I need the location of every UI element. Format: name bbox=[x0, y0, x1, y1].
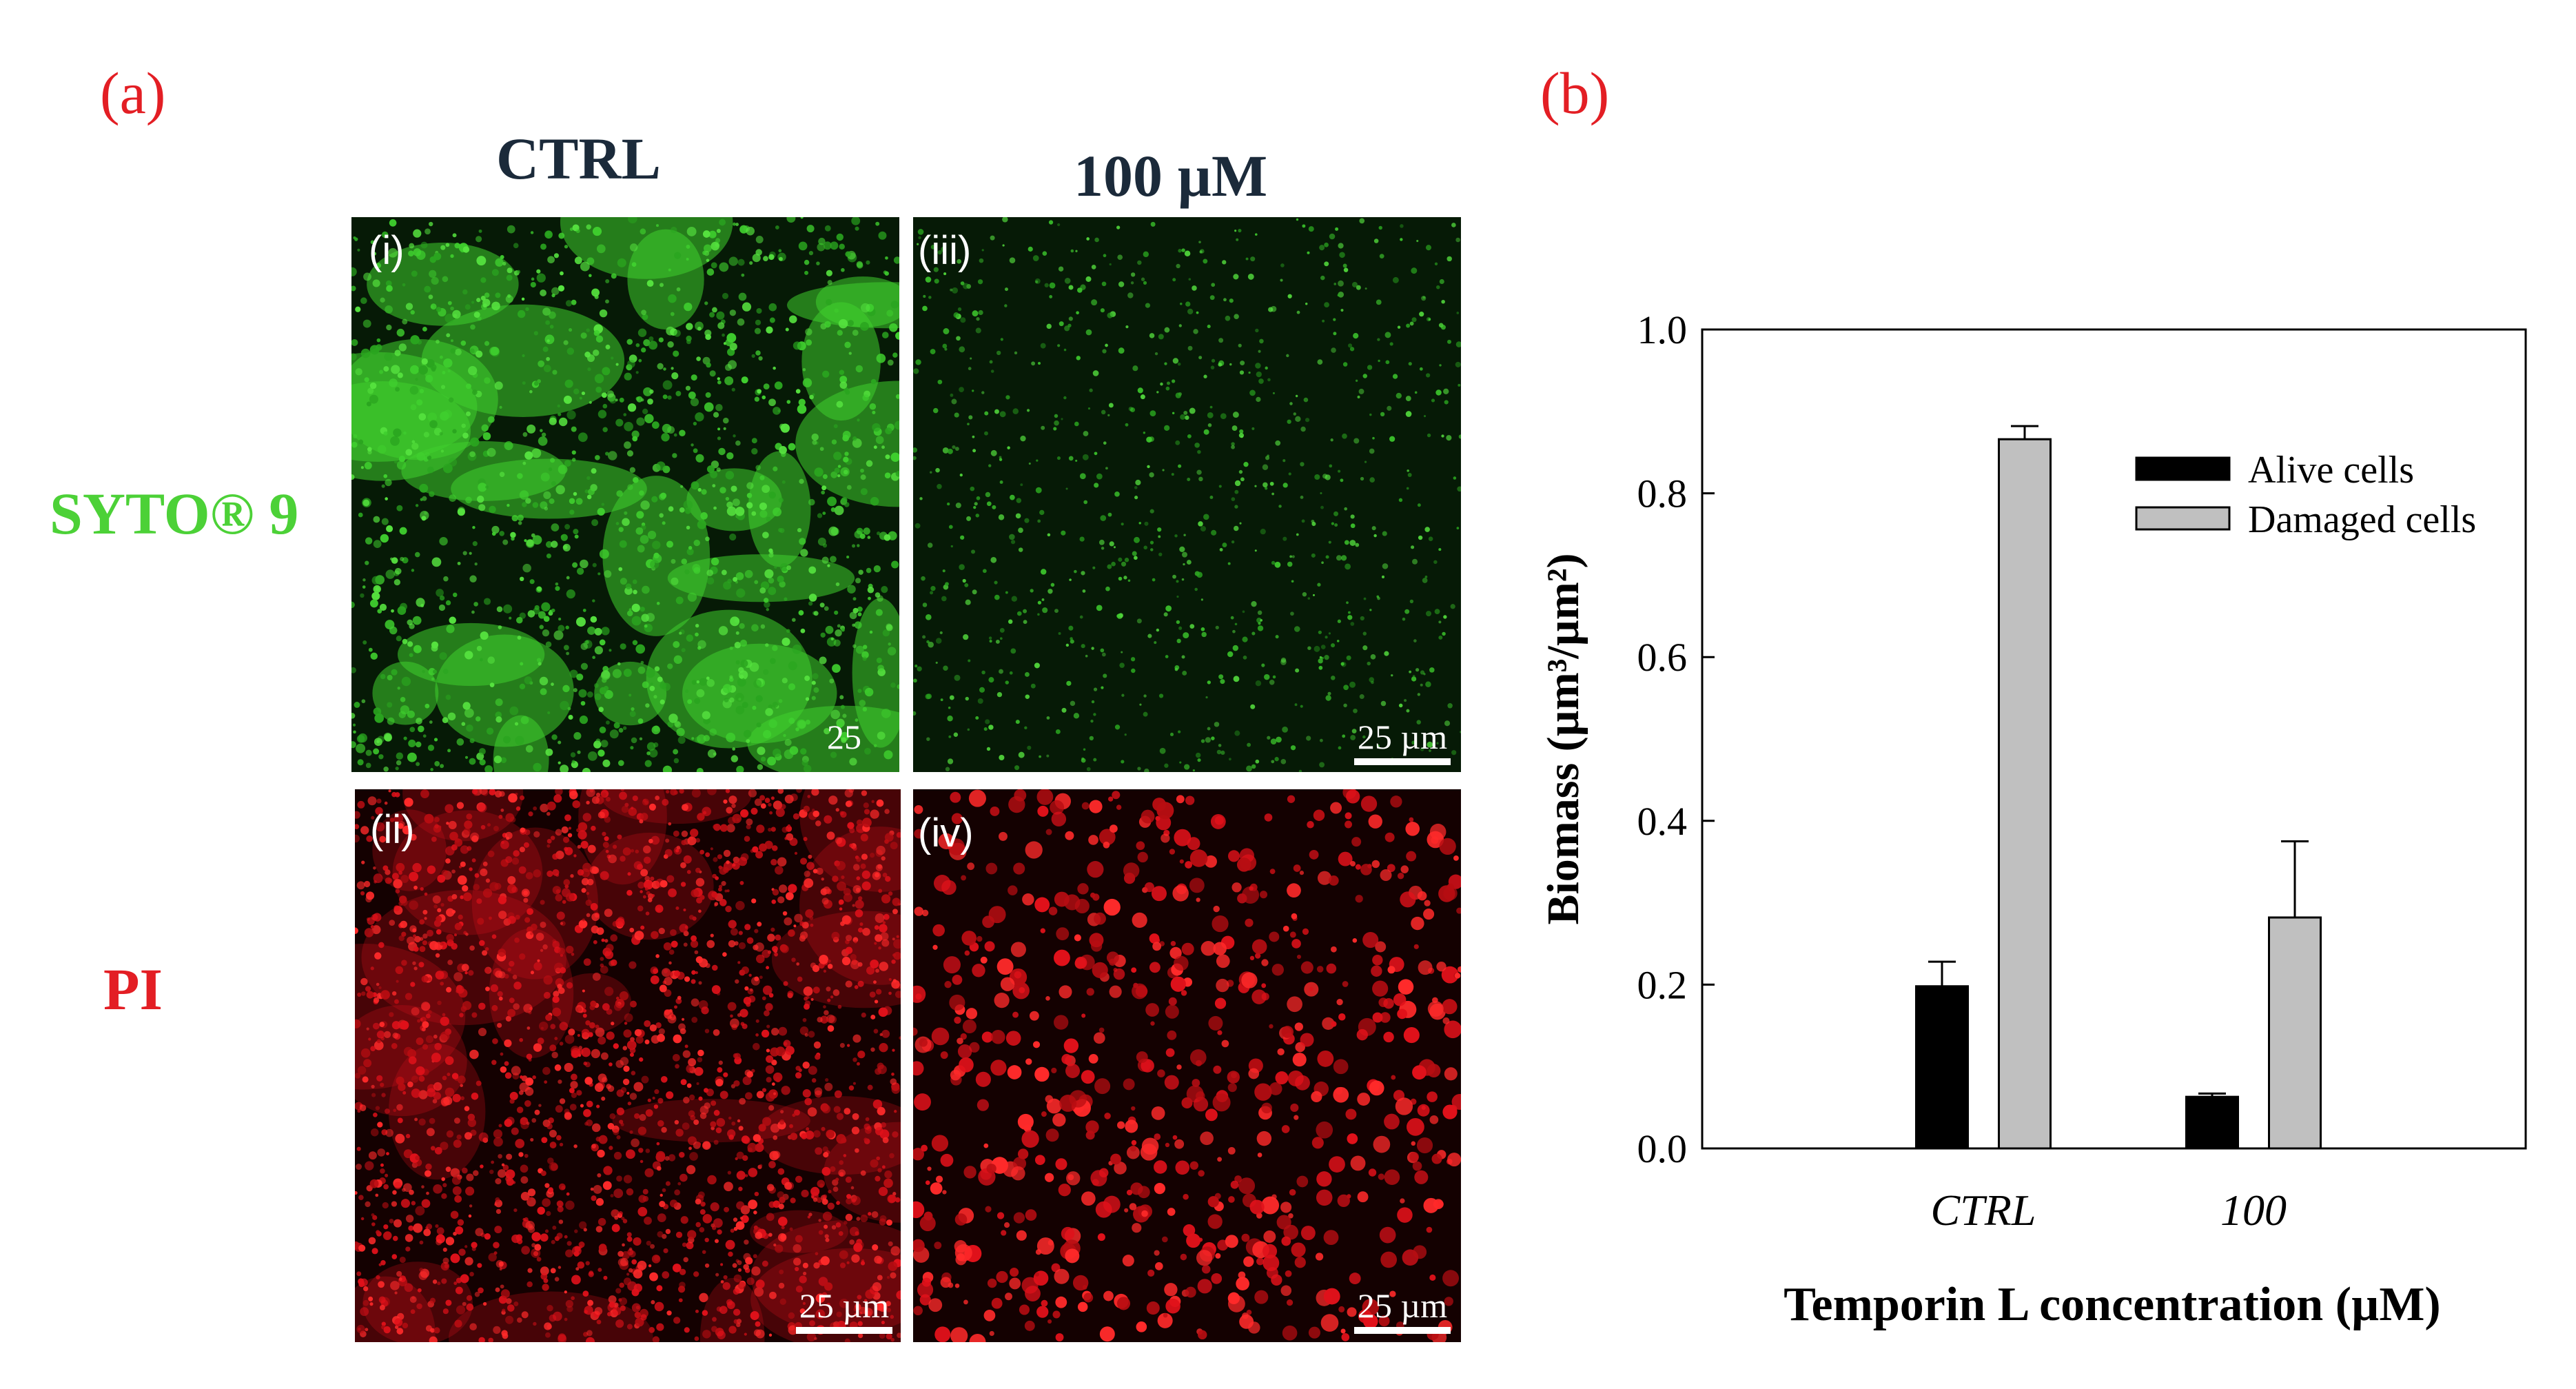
x-tick-label: 100 bbox=[2220, 1186, 2287, 1235]
legend-label: Alive cells bbox=[2248, 449, 2414, 491]
column-label-ctrl: CTRL bbox=[496, 125, 661, 192]
scale-bar: 25 µm bbox=[1354, 1286, 1451, 1334]
y-axis-ticks: 0.0 0.2 0.4 0.6 0.8 1.0 bbox=[1637, 307, 1715, 1171]
panel-a-label: (a) bbox=[100, 60, 166, 126]
y-tick-label: 1.0 bbox=[1637, 307, 1688, 352]
scale-bar-line bbox=[796, 1327, 892, 1334]
micrograph-pi-100um: (iv) 25 µm bbox=[913, 789, 1461, 1342]
bar-alive-ctrl bbox=[1915, 985, 1969, 1150]
column-label-100um: 100 µM bbox=[1074, 143, 1268, 209]
y-axis-label: Biomass (µm³/µm²) bbox=[1538, 553, 1588, 924]
sublabel-iii: (iii) bbox=[918, 228, 972, 273]
bar-alive-100 bbox=[2185, 1095, 2239, 1150]
y-tick-label: 0.0 bbox=[1637, 1126, 1688, 1171]
bar-series bbox=[1915, 425, 2322, 1150]
y-tick-label: 0.2 bbox=[1637, 962, 1688, 1007]
bar-damaged-ctrl bbox=[1998, 438, 2052, 1150]
x-tick-label: CTRL bbox=[1931, 1186, 2036, 1235]
legend-swatch bbox=[2135, 506, 2231, 531]
micrograph-syto9-100um: (iii) 25 µm bbox=[913, 217, 1461, 772]
micrograph-syto9-ctrl: (i) 25 µm bbox=[351, 217, 899, 772]
panel-b-label: (b) bbox=[1540, 60, 1610, 126]
row-label-pi: PI bbox=[103, 956, 163, 1022]
scale-bar-line bbox=[1354, 1327, 1451, 1334]
scale-bar-label: 25 µm bbox=[1357, 718, 1448, 756]
scale-bar-line bbox=[1354, 758, 1451, 765]
sublabel-i: (i) bbox=[369, 228, 405, 273]
row-label-syto9: SYTO® 9 bbox=[50, 480, 299, 547]
y-tick-label: 0.8 bbox=[1637, 472, 1688, 516]
sublabel-iv: (iv) bbox=[918, 811, 974, 855]
legend-label: Damaged cells bbox=[2248, 498, 2476, 541]
scale-bar: 25 µm bbox=[799, 717, 889, 772]
plot-frame bbox=[1701, 328, 2527, 1150]
x-axis-label: Temporin L concentration (µM) bbox=[1783, 1278, 2441, 1331]
legend-swatch bbox=[2135, 456, 2231, 481]
y-tick-label: 0.4 bbox=[1637, 799, 1688, 844]
scale-bar-label: 25 µm bbox=[821, 718, 868, 772]
scale-bar: 25 µm bbox=[1354, 717, 1451, 765]
scale-bar-label: 25 µm bbox=[799, 1286, 890, 1325]
bar-damaged-100 bbox=[2268, 916, 2322, 1150]
x-axis-ticks: CTRL 100 bbox=[1931, 1186, 2287, 1235]
scale-bar: 25 µm bbox=[796, 1286, 892, 1334]
micrograph-pi-ctrl: (ii) 25 µm bbox=[355, 789, 901, 1342]
scale-bar-label: 25 µm bbox=[1357, 1286, 1448, 1325]
legend: Alive cells Damaged cells bbox=[2135, 449, 2476, 541]
sublabel-ii: (ii) bbox=[370, 807, 415, 852]
y-tick-label: 0.6 bbox=[1637, 635, 1688, 680]
